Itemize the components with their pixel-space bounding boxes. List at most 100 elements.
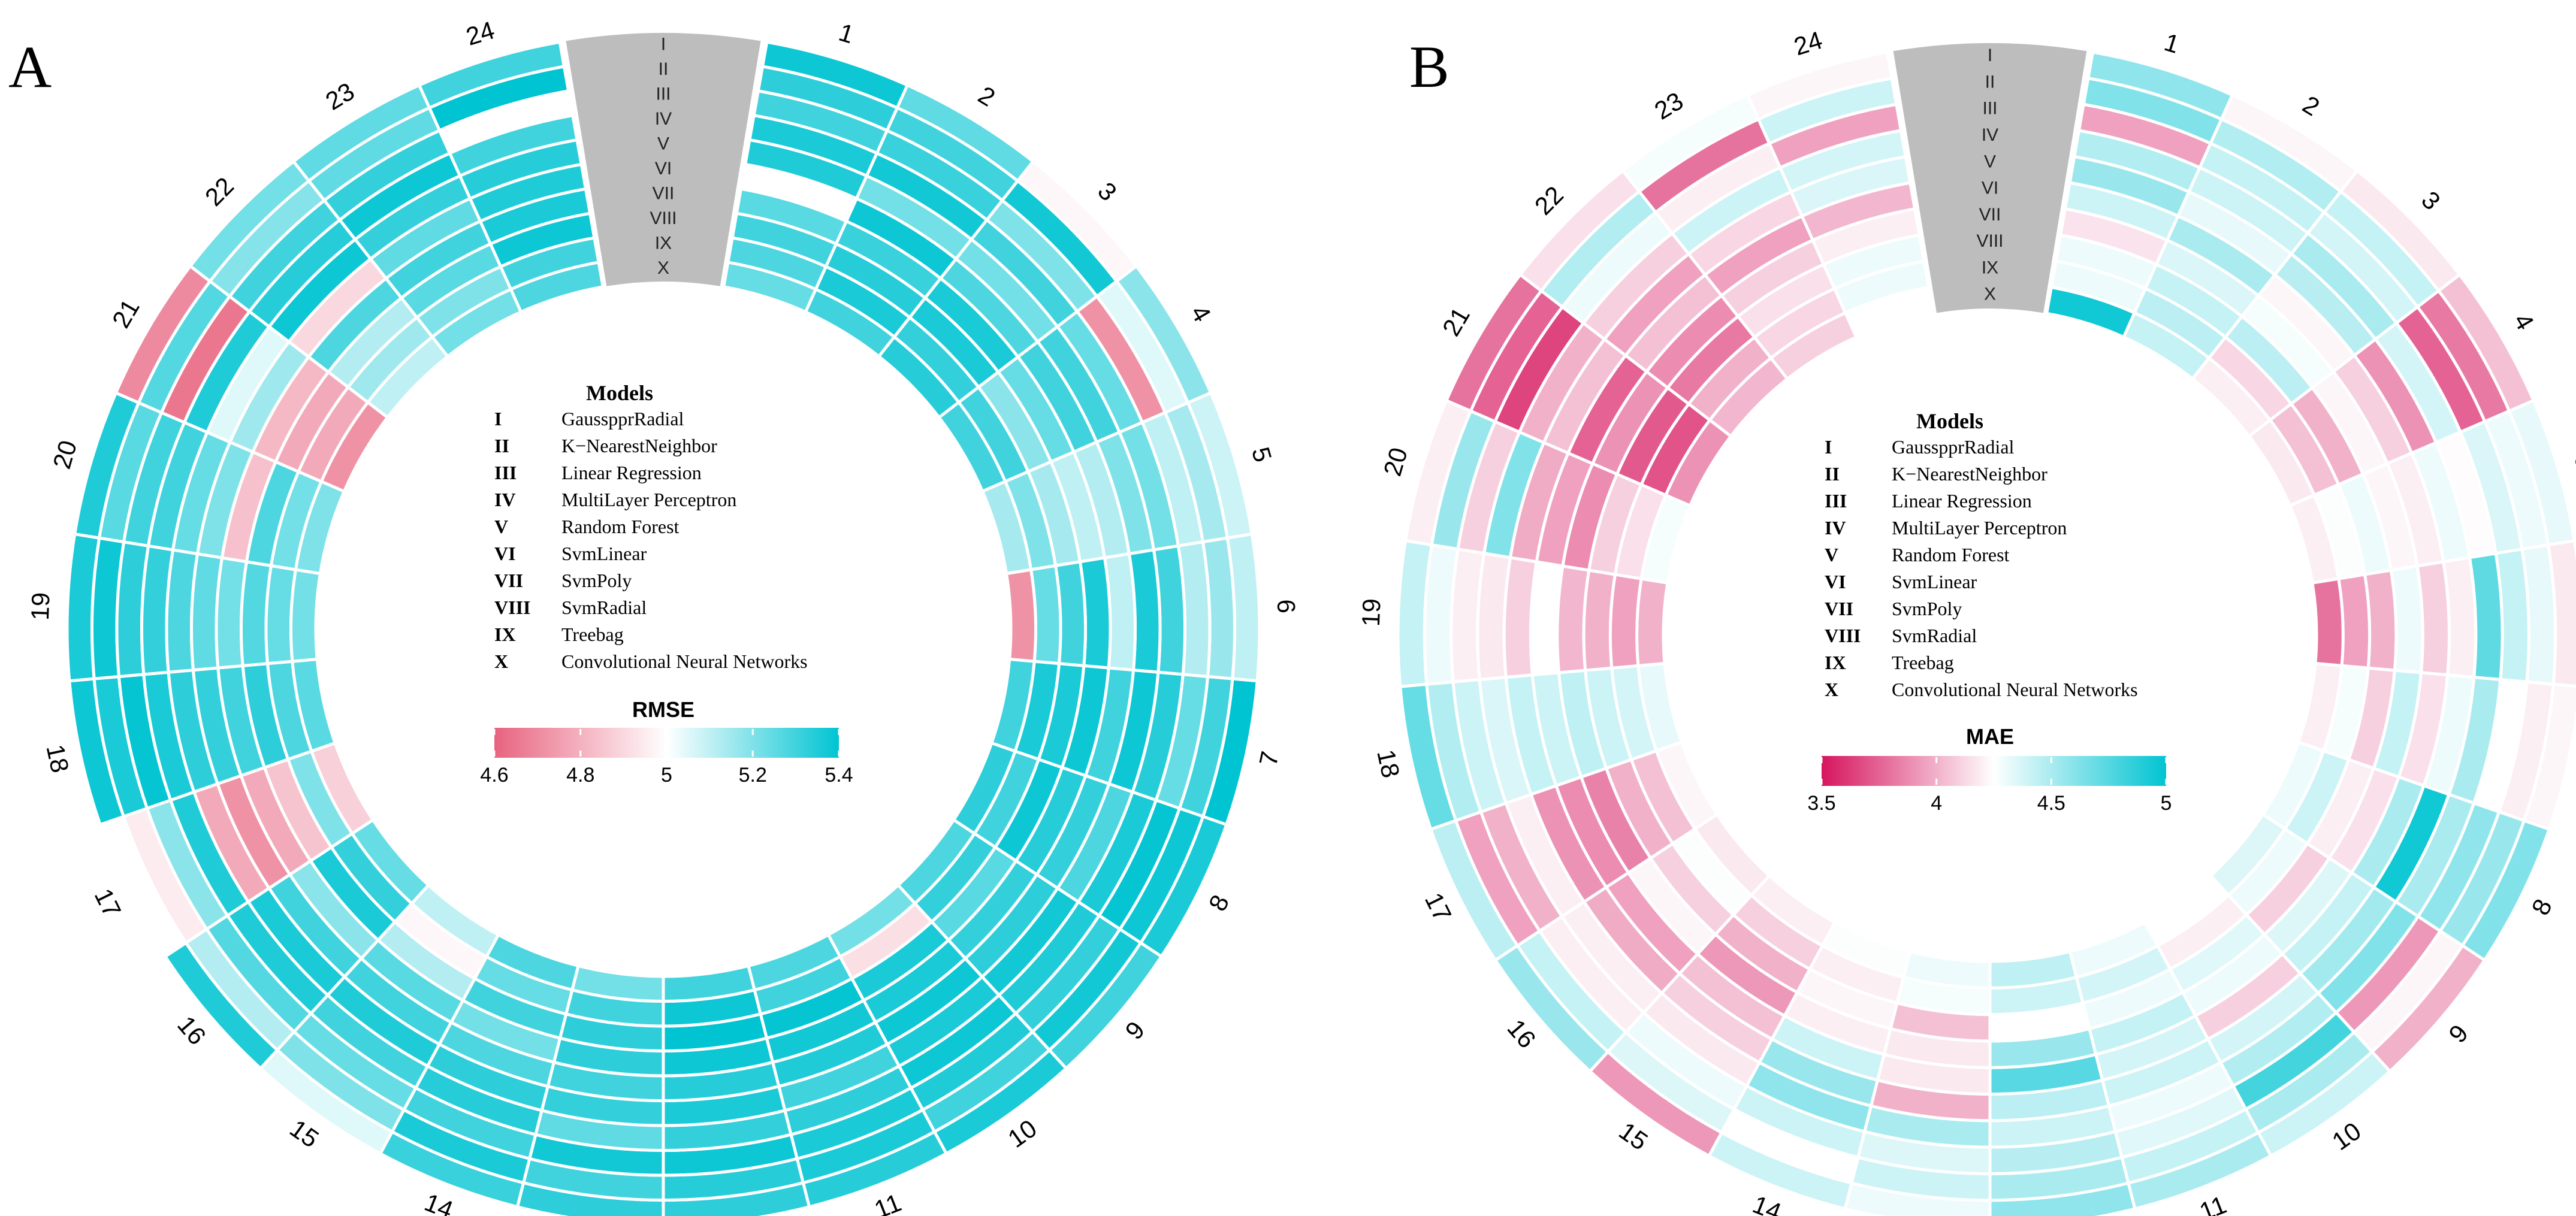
hour-label: 16 bbox=[172, 1011, 212, 1050]
hour-label: 3 bbox=[1092, 177, 1122, 207]
ring-index-label: III bbox=[656, 84, 671, 104]
ring-index-label: I bbox=[1988, 46, 1992, 65]
ring-index-label: X bbox=[1984, 285, 1996, 304]
legend-key: V bbox=[1825, 544, 1838, 565]
colorbar-tick-label: 5.2 bbox=[739, 764, 767, 787]
hour-label: 5 bbox=[2569, 451, 2576, 473]
legend-model-name: GausspprRadial bbox=[1892, 436, 2015, 458]
ring-index-label: I bbox=[661, 35, 666, 55]
ring-index-label: V bbox=[1984, 152, 1996, 171]
hour-label: 3 bbox=[2416, 186, 2446, 216]
legend-key: IV bbox=[494, 489, 516, 510]
legend-model-name: K−NearestNeighbor bbox=[1892, 463, 2047, 485]
hour-label: 18 bbox=[41, 742, 74, 776]
legend-model-name: Treebag bbox=[561, 624, 624, 645]
hour-label: 1 bbox=[836, 18, 857, 49]
heatmap-cell-X-24 bbox=[1843, 285, 1935, 340]
heatmap-cell-X-24 bbox=[509, 261, 605, 314]
ring-index-label: VI bbox=[655, 159, 672, 179]
colorbar-title-mae: MAE bbox=[1966, 724, 2014, 749]
hour-label: 21 bbox=[1437, 303, 1475, 341]
hour-label: 19 bbox=[26, 592, 55, 621]
hour-label: 7 bbox=[1254, 749, 1284, 769]
ring-index-label: IX bbox=[655, 234, 672, 253]
legend-model-name: Treebag bbox=[1892, 652, 1954, 673]
legend-key: II bbox=[1825, 463, 1840, 485]
hour-label: 19 bbox=[1357, 598, 1386, 627]
ring-index-label: III bbox=[1982, 99, 1997, 119]
circular-heatmap-mae bbox=[1396, 50, 2576, 1216]
legend-model-name: SvmLinear bbox=[1892, 571, 1977, 592]
hour-label: 11 bbox=[871, 1188, 905, 1216]
legend-key: X bbox=[494, 651, 508, 672]
hour-label: 11 bbox=[2196, 1190, 2230, 1216]
legend-key: III bbox=[494, 462, 517, 483]
legend-model-name: Convolutional Neural Networks bbox=[1892, 679, 2138, 700]
hour-label: 9 bbox=[1119, 1016, 1150, 1045]
legend-model-name: GausspprRadial bbox=[561, 408, 684, 429]
colorbar-rmse: RMSE 4.6 4.8 5 5.2 5.4 bbox=[480, 697, 853, 787]
legend-key: IX bbox=[494, 624, 516, 645]
hour-label: 2 bbox=[2298, 90, 2324, 121]
hour-label: 1 bbox=[2161, 28, 2183, 59]
legend-key: IV bbox=[1825, 517, 1846, 539]
legend-model-name: K−NearestNeighbor bbox=[561, 435, 717, 456]
legend-key: V bbox=[494, 516, 508, 537]
heatmap-cell-X-19 bbox=[1635, 577, 1669, 668]
legend-key: I bbox=[494, 408, 502, 429]
heatmap-cell-X-6 bbox=[1004, 568, 1037, 663]
hour-label: 10 bbox=[2327, 1117, 2366, 1155]
ring-index-label: II bbox=[659, 59, 669, 79]
hour-label: 4 bbox=[2508, 308, 2539, 335]
ring-index-label: IX bbox=[1982, 258, 1998, 277]
legend-model-name: Random Forest bbox=[1892, 544, 2010, 565]
model-legend-a: Models I GausspprRadial II K−NearestNeighbo… bbox=[494, 381, 808, 672]
model-legend-b: Models I GausspprRadial II K−NearestNeighbo… bbox=[1825, 409, 2138, 700]
hour-label: 24 bbox=[1790, 26, 1825, 61]
hour-label: 17 bbox=[89, 884, 127, 922]
legend-title-b: Models bbox=[1916, 409, 1983, 433]
colorbar-tick-label: 4 bbox=[1931, 792, 1942, 815]
ring-index-label: II bbox=[1985, 72, 1995, 92]
legend-key: VII bbox=[1825, 598, 1853, 619]
index-sector bbox=[1893, 43, 2087, 313]
hour-label: 16 bbox=[1502, 1014, 1541, 1054]
colorbar-tick-label: 4.5 bbox=[2037, 792, 2065, 815]
hour-label: 15 bbox=[285, 1114, 324, 1153]
legend-key: IX bbox=[1825, 652, 1846, 673]
hour-label: 22 bbox=[1529, 180, 1569, 220]
ring-index-label: IV bbox=[1982, 125, 1998, 145]
legend-key: VI bbox=[1825, 571, 1846, 592]
heatmap-cell-X-19 bbox=[289, 568, 322, 663]
legend-key: VI bbox=[494, 543, 516, 564]
hour-label: 24 bbox=[463, 16, 497, 51]
colorbar-tick-label: 4.8 bbox=[566, 764, 594, 787]
legend-model-name: Random Forest bbox=[561, 516, 680, 537]
hour-label: 21 bbox=[107, 294, 145, 332]
legend-key: VIII bbox=[1825, 625, 1861, 646]
panel-letter-a: A bbox=[8, 34, 52, 100]
colorbar-tick-label: 4.6 bbox=[480, 764, 508, 787]
legend-model-name: Linear Regression bbox=[561, 462, 702, 483]
legend-key: X bbox=[1825, 679, 1838, 700]
legend-key: VII bbox=[494, 570, 523, 591]
colorbar-tick-label: 5.4 bbox=[825, 764, 853, 787]
legend-model-name: Linear Regression bbox=[1892, 490, 2032, 512]
hour-label: 23 bbox=[1650, 86, 1688, 125]
hour-label: 8 bbox=[1203, 890, 1234, 915]
legend-model-name: Convolutional Neural Networks bbox=[561, 651, 808, 672]
colorbar-gradient bbox=[1822, 756, 2166, 786]
hour-label: 9 bbox=[2443, 1019, 2474, 1048]
ring-index-label: VIII bbox=[1976, 231, 2003, 251]
legend-model-name: SvmRadial bbox=[1892, 625, 1977, 646]
circular-heatmap-rmse bbox=[65, 40, 1261, 1216]
ring-index-label: X bbox=[657, 258, 669, 278]
index-sector bbox=[566, 32, 761, 286]
hour-label: 15 bbox=[1614, 1117, 1653, 1155]
hour-label: 2 bbox=[974, 80, 1000, 111]
hour-label: 17 bbox=[1420, 888, 1457, 926]
ring-index-label: VII bbox=[653, 184, 675, 204]
hour-label: 8 bbox=[2526, 894, 2557, 919]
